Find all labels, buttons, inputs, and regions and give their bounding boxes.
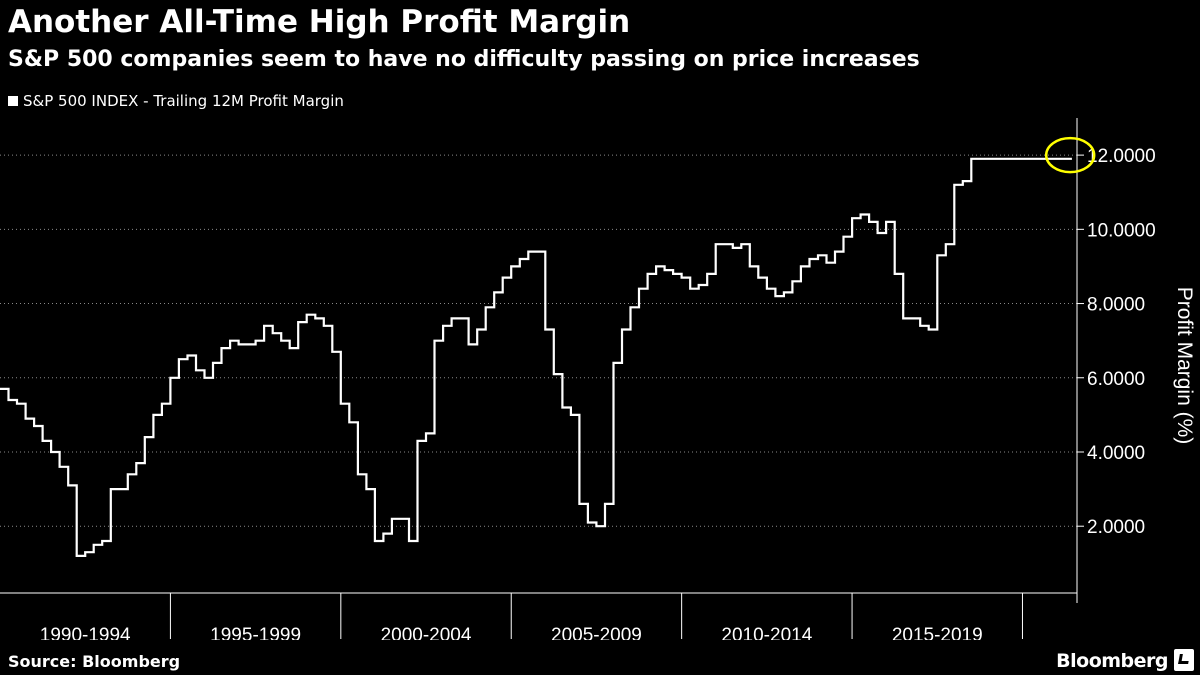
chart-title: Another All-Time High Profit Margin [8, 4, 631, 40]
y-tick-label: 2.0000 [1087, 517, 1145, 538]
source-note: Source: Bloomberg [8, 652, 181, 671]
legend-label: S&P 500 INDEX - Trailing 12M Profit Marg… [23, 92, 344, 110]
y-axis-title: Profit Margin (%) [1173, 287, 1196, 445]
x-category-label: 2015-2019 [892, 625, 983, 640]
y-tick-label: 6.0000 [1087, 369, 1145, 390]
y-tick-label: 10.0000 [1087, 220, 1156, 241]
bloomberg-mark-icon [1174, 649, 1194, 671]
y-tick-label: 4.0000 [1087, 443, 1145, 464]
line-chart: 2.0000 4.0000 6.0000 8.0000 10.0000 12.0000 Pr… [0, 118, 1196, 640]
bloomberg-logo: Bloomberg [1056, 650, 1168, 672]
profit-margin-line [0, 157, 1072, 557]
y-tick-label: 8.0000 [1087, 295, 1145, 316]
all-time-high-highlight-circle [1044, 136, 1096, 174]
x-category-label: 2010-2014 [721, 625, 812, 640]
y-tick-label: 12.0000 [1087, 146, 1156, 167]
x-category-label: 2000-2004 [381, 625, 472, 640]
legend-swatch [8, 96, 18, 106]
x-category-label: 2005-2009 [551, 625, 642, 640]
x-category-label: 1995-1999 [210, 625, 301, 640]
chart-subtitle: S&P 500 companies seem to have no diffic… [8, 47, 920, 72]
chart-legend: S&P 500 INDEX - Trailing 12M Profit Marg… [8, 92, 344, 110]
x-category-label: 1990-1994 [40, 625, 131, 640]
